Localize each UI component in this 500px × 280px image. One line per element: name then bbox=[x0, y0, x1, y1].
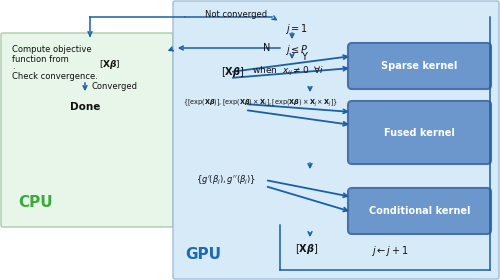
Text: Not converged: Not converged bbox=[205, 10, 267, 19]
Text: .
Check convergence.: . Check convergence. bbox=[12, 62, 98, 81]
Text: GPU: GPU bbox=[185, 247, 221, 262]
FancyBboxPatch shape bbox=[173, 1, 499, 279]
Text: Converged: Converged bbox=[92, 81, 138, 90]
FancyBboxPatch shape bbox=[348, 43, 491, 89]
Text: $j \leftarrow j+1$: $j \leftarrow j+1$ bbox=[371, 244, 409, 258]
Text: N: N bbox=[264, 43, 270, 53]
Text: when  $x_{ij}\neq 0\ \ \forall i$: when $x_{ij}\neq 0\ \ \forall i$ bbox=[252, 65, 324, 78]
Text: Y: Y bbox=[301, 52, 307, 62]
Text: $[\mathbf{X}\boldsymbol{\beta}]$: $[\mathbf{X}\boldsymbol{\beta}]$ bbox=[221, 65, 244, 79]
FancyBboxPatch shape bbox=[348, 101, 491, 164]
Text: $[\mathbf{X}\boldsymbol{\beta}]$: $[\mathbf{X}\boldsymbol{\beta}]$ bbox=[99, 58, 120, 71]
Text: Sparse kernel: Sparse kernel bbox=[382, 61, 458, 71]
Text: $\{g'(\beta_j),g''(\beta_j)\}$: $\{g'(\beta_j),g''(\beta_j)\}$ bbox=[196, 174, 256, 187]
Text: $j \leq P$: $j \leq P$ bbox=[285, 43, 308, 57]
FancyBboxPatch shape bbox=[1, 33, 173, 227]
Text: $[\mathbf{X}\boldsymbol{\beta}]$: $[\mathbf{X}\boldsymbol{\beta}]$ bbox=[295, 242, 318, 256]
Text: $j = 1$: $j = 1$ bbox=[285, 22, 308, 36]
Text: $\{[\exp(\mathbf{X}\boldsymbol{\beta})], [\exp(\mathbf{X}\boldsymbol{\beta})\tim: $\{[\exp(\mathbf{X}\boldsymbol{\beta})],… bbox=[183, 98, 338, 109]
Text: Fused kernel: Fused kernel bbox=[384, 127, 455, 137]
Text: CPU: CPU bbox=[18, 195, 52, 210]
Text: Conditional kernel: Conditional kernel bbox=[369, 206, 470, 216]
FancyBboxPatch shape bbox=[348, 188, 491, 234]
Text: Compute objective
function from: Compute objective function from bbox=[12, 45, 92, 64]
Text: Done: Done bbox=[70, 102, 100, 112]
